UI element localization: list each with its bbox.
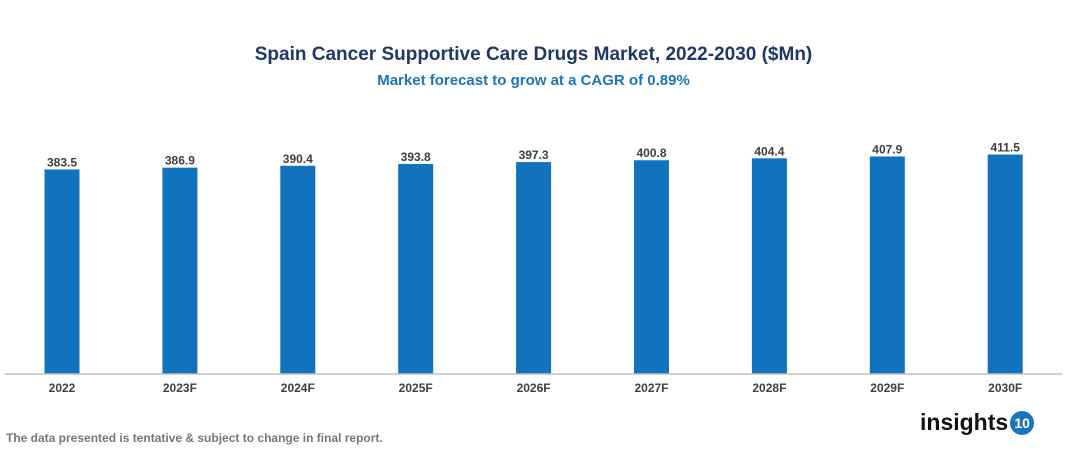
bar-2028F bbox=[751, 158, 787, 374]
data-label: 386.9 bbox=[165, 154, 195, 168]
x-tick-label: 2024F bbox=[281, 381, 315, 395]
logo-badge: 10 bbox=[1010, 410, 1035, 435]
bar-2029F bbox=[869, 156, 905, 374]
x-tick-label: 2028F bbox=[752, 381, 786, 395]
bar-2024F bbox=[280, 165, 316, 374]
bar-2030F bbox=[987, 154, 1023, 374]
bar-2022 bbox=[44, 169, 80, 374]
bar-2027F bbox=[634, 160, 669, 374]
data-label: 383.5 bbox=[47, 155, 77, 169]
data-label: 407.9 bbox=[872, 142, 902, 156]
x-tick-label: 2026F bbox=[517, 381, 551, 395]
bar-2026F bbox=[516, 162, 552, 374]
insights10-logo: insights 10 bbox=[920, 409, 1035, 436]
data-label: 390.4 bbox=[283, 152, 313, 166]
data-label: 393.8 bbox=[401, 150, 431, 164]
x-tick-label: 2025F bbox=[399, 381, 433, 395]
x-tick-label: 2029F bbox=[870, 381, 904, 395]
x-tick-label: 2027F bbox=[634, 381, 668, 395]
x-tick-label: 2022 bbox=[49, 381, 76, 395]
data-label: 404.4 bbox=[754, 144, 784, 158]
bar-2025F bbox=[398, 163, 434, 374]
x-tick-label: 2023F bbox=[163, 381, 197, 395]
x-tick-label: 2030F bbox=[988, 381, 1022, 395]
chart-subtitle: Market forecast to grow at a CAGR of 0.8… bbox=[377, 72, 690, 89]
logo-text: insights bbox=[920, 409, 1009, 435]
data-label: 400.8 bbox=[636, 146, 666, 160]
data-label: 411.5 bbox=[991, 141, 1021, 155]
data-label: 397.3 bbox=[519, 148, 549, 162]
chart-title: Spain Cancer Supportive Care Drugs Marke… bbox=[254, 44, 813, 65]
bar-2023F bbox=[162, 167, 198, 374]
footnote: The data presented is tentative & subjec… bbox=[6, 431, 383, 445]
